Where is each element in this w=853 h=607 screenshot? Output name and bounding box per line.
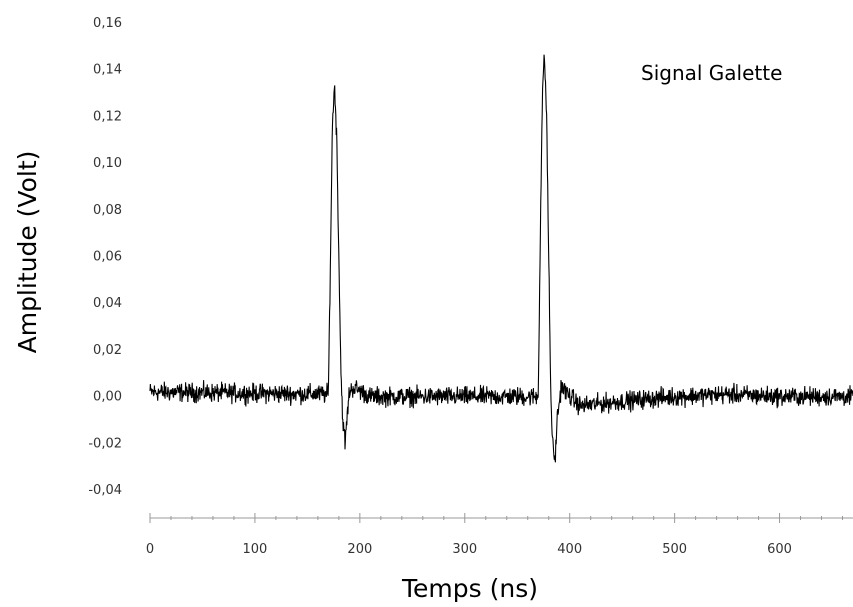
x-tick-label: 500: [662, 542, 687, 557]
y-tick-label: -0,04: [88, 483, 122, 498]
y-tick-label: 0,04: [93, 296, 122, 311]
x-tick-label: 100: [243, 542, 268, 557]
y-tick-label: 0,14: [93, 63, 122, 78]
y-axis-ticks: -0,04 -0,02 0,00 0,02 0,04 0,06 0,08 0,10 0,12 0,…: [88, 16, 122, 498]
x-axis: 0 100 200 300 400 500 600: [146, 513, 853, 557]
y-tick-label: 0,06: [93, 250, 122, 265]
y-tick-label: 0,10: [93, 156, 122, 171]
signal-trace: [149, 54, 853, 463]
series-layer: [149, 54, 853, 463]
y-axis-title: Amplitude (Volt): [13, 151, 42, 354]
y-tick-label: 0,02: [93, 343, 122, 358]
x-tick-label: 400: [557, 542, 582, 557]
y-tick-label: 0,08: [93, 203, 122, 218]
y-tick-label: 0,12: [93, 109, 122, 124]
signal-annotation: Signal Galette: [641, 61, 782, 85]
y-tick-label: -0,02: [88, 436, 122, 451]
x-tick-label: 0: [146, 542, 154, 557]
x-axis-title: Temps (ns): [401, 574, 538, 603]
y-tick-label: 0,00: [93, 390, 122, 405]
x-tick-label: 300: [452, 542, 477, 557]
y-tick-label: 0,16: [93, 16, 122, 31]
x-tick-label: 200: [347, 542, 372, 557]
x-tick-label: 600: [767, 542, 792, 557]
